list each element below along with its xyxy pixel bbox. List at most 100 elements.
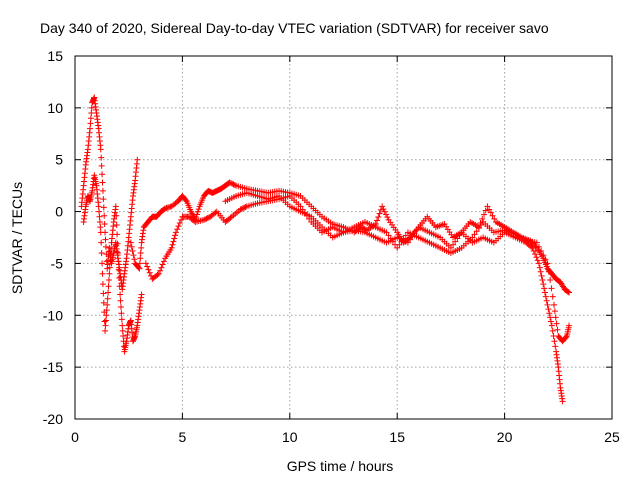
x-tick-label: 20 xyxy=(497,429,513,445)
data-point xyxy=(540,252,547,259)
data-point xyxy=(116,283,123,290)
y-tick-label: 15 xyxy=(47,48,63,64)
data-point xyxy=(486,206,493,213)
data-point xyxy=(482,207,489,214)
data-point xyxy=(120,333,127,340)
data-point xyxy=(144,263,151,270)
data-point xyxy=(113,212,120,219)
data-point xyxy=(549,293,556,300)
data-point xyxy=(117,303,124,310)
data-point xyxy=(87,125,94,132)
data-point xyxy=(146,269,153,276)
data-point xyxy=(99,270,106,277)
data-point xyxy=(117,297,124,304)
data-point xyxy=(169,241,176,248)
data-point xyxy=(540,281,547,288)
data-point xyxy=(452,238,459,245)
data-point xyxy=(532,251,539,258)
data-point xyxy=(530,247,537,254)
data-point xyxy=(400,235,407,242)
data-point xyxy=(541,285,548,292)
data-point xyxy=(135,264,142,271)
data-point xyxy=(450,241,457,248)
x-tick-label: 0 xyxy=(71,429,79,445)
series-arc-1 xyxy=(78,94,141,293)
data-point xyxy=(114,250,121,257)
data-point xyxy=(380,206,387,213)
data-point xyxy=(136,265,143,272)
data-point xyxy=(551,338,558,345)
data-point xyxy=(113,222,120,229)
data-point xyxy=(100,290,107,297)
data-point xyxy=(178,216,185,223)
data-point xyxy=(176,219,183,226)
data-point xyxy=(480,211,487,218)
data-point xyxy=(103,307,110,314)
x-axis-label: GPS time / hours xyxy=(287,458,394,474)
data-point xyxy=(534,257,541,264)
data-point xyxy=(104,301,111,308)
data-point xyxy=(182,197,189,204)
data-point xyxy=(145,266,152,273)
data-point xyxy=(538,272,545,279)
data-point xyxy=(239,205,246,212)
data-point xyxy=(168,244,175,251)
data-point xyxy=(99,281,106,288)
data-point xyxy=(396,241,403,248)
data-point xyxy=(542,293,549,300)
data-point xyxy=(454,235,461,242)
data-point xyxy=(114,231,121,238)
data-point xyxy=(137,250,144,257)
data-point xyxy=(487,209,494,216)
data-point xyxy=(100,299,107,306)
data-point xyxy=(553,320,560,327)
data-point xyxy=(102,322,109,329)
data-point xyxy=(127,239,134,246)
data-point xyxy=(549,327,556,334)
data-point xyxy=(229,180,236,187)
data-point xyxy=(129,247,136,254)
data-point xyxy=(475,225,482,232)
data-point xyxy=(539,277,546,284)
data-point xyxy=(541,289,548,296)
data-point xyxy=(99,179,106,186)
data-point xyxy=(114,240,121,247)
data-point xyxy=(551,308,558,315)
data-point xyxy=(385,232,392,239)
data-point xyxy=(545,268,552,275)
x-tick-label: 10 xyxy=(282,429,298,445)
data-point xyxy=(194,208,201,215)
data-point xyxy=(98,162,105,169)
data-point xyxy=(99,171,106,178)
data-point xyxy=(379,203,386,210)
data-point xyxy=(119,322,126,329)
data-point xyxy=(237,206,244,213)
data-point xyxy=(535,243,542,250)
data-point xyxy=(241,204,248,211)
data-point xyxy=(102,327,109,334)
data-point xyxy=(473,228,480,235)
data-point xyxy=(88,110,95,117)
data-point xyxy=(387,235,394,242)
data-point xyxy=(119,327,126,334)
y-tick-label: 10 xyxy=(47,100,63,116)
data-point xyxy=(98,239,105,246)
data-point xyxy=(297,203,304,210)
y-tick-label: 5 xyxy=(55,152,63,168)
data-point xyxy=(204,215,211,222)
data-point xyxy=(358,224,365,231)
data-point xyxy=(491,215,498,222)
data-point xyxy=(203,215,210,222)
data-point xyxy=(136,260,143,267)
chart-title: Day 340 of 2020, Sidereal Day-to-day VTE… xyxy=(40,20,549,36)
data-point xyxy=(105,277,112,284)
data-point xyxy=(170,238,177,245)
data-point xyxy=(238,205,245,212)
data-point xyxy=(96,213,103,220)
data-point xyxy=(158,264,165,271)
data-point xyxy=(95,203,102,210)
data-point xyxy=(98,250,105,257)
data-point xyxy=(402,232,409,239)
data-point xyxy=(105,283,112,290)
data-point xyxy=(544,260,551,267)
